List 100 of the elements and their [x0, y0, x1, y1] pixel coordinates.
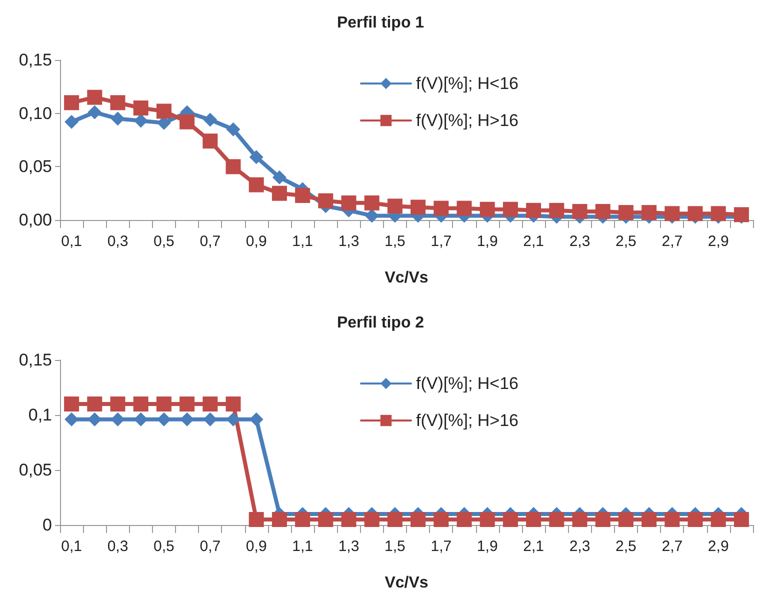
- point: [88, 105, 102, 120]
- point: [272, 512, 287, 527]
- point: [318, 512, 334, 527]
- point: [642, 512, 657, 527]
- x-tick-label: 2,3: [569, 538, 590, 555]
- x-axis-title: Vc/Vs: [384, 270, 428, 286]
- point: [180, 412, 194, 426]
- point: [134, 114, 148, 128]
- point: [688, 512, 703, 527]
- point: [295, 188, 310, 203]
- point: [341, 512, 356, 527]
- point: [88, 412, 102, 426]
- point: [133, 396, 148, 412]
- point: [434, 512, 449, 527]
- x-tick-label: 2,1: [523, 538, 544, 555]
- legend-label: f(V)[%]; H<16: [416, 74, 519, 93]
- x-tick-label: 2,7: [662, 233, 683, 250]
- point: [64, 412, 79, 426]
- chart-title: Perfil tipo 1: [336, 14, 424, 32]
- x-tick-label: 1,1: [292, 233, 313, 250]
- point: [434, 200, 449, 216]
- point: [341, 195, 356, 210]
- point: [526, 512, 542, 527]
- legend-label: f(V)[%]; H>16: [416, 411, 519, 430]
- point: [134, 412, 148, 426]
- point: [156, 412, 171, 426]
- x-tick-label: 2,7: [662, 538, 683, 555]
- y-tick-label: 0,15: [18, 50, 52, 70]
- point: [410, 512, 426, 527]
- point: [456, 512, 472, 527]
- point: [618, 512, 634, 527]
- point: [87, 90, 102, 105]
- point: [618, 205, 634, 220]
- x-tick-label: 0,9: [246, 538, 267, 555]
- x-tick-label: 0,7: [200, 233, 221, 250]
- point: [156, 396, 172, 412]
- x-tick-label: 0,3: [107, 233, 128, 250]
- point: [110, 95, 126, 110]
- point: [226, 396, 241, 412]
- point: [664, 512, 680, 527]
- point: [156, 104, 172, 119]
- x-tick-label: 1,1: [292, 538, 313, 555]
- point: [734, 512, 749, 527]
- point: [203, 412, 218, 426]
- x-axis-title: Vc/Vs: [384, 574, 428, 592]
- point: [272, 186, 287, 201]
- point: [180, 396, 195, 412]
- point: [502, 512, 518, 527]
- x-tick-label: 1,5: [384, 538, 406, 555]
- x-tick-label: 2,1: [523, 233, 544, 250]
- point: [226, 412, 240, 426]
- point: [734, 207, 749, 222]
- point: [202, 396, 218, 412]
- x-tick-label: 1,3: [338, 538, 360, 555]
- point: [202, 134, 218, 149]
- point: [364, 195, 380, 210]
- x-tick-label: 2,5: [616, 538, 636, 555]
- point: [318, 193, 334, 208]
- x-tick-label: 1,5: [384, 233, 406, 250]
- y-tick-label: 0,05: [18, 460, 52, 480]
- y-tick-label: 0,00: [18, 210, 52, 230]
- point: [549, 202, 564, 218]
- point: [480, 512, 495, 527]
- x-tick-label: 2,3: [569, 233, 590, 250]
- point: [688, 206, 703, 222]
- point: [110, 112, 125, 126]
- y-tick-label: 0,05: [18, 157, 52, 176]
- point: [456, 200, 472, 216]
- point: [387, 512, 402, 527]
- x-tick-label: 2,9: [708, 538, 729, 555]
- chart-title: Perfil tipo 2: [336, 314, 424, 332]
- point: [64, 114, 79, 129]
- point: [180, 114, 195, 130]
- legend-label: f(V)[%]; H<16: [416, 374, 519, 393]
- point: [203, 112, 218, 127]
- point: [226, 159, 241, 174]
- point: [710, 206, 726, 222]
- point: [248, 177, 264, 192]
- point: [549, 512, 564, 527]
- x-tick-label: 0,1: [61, 233, 82, 250]
- point: [410, 200, 426, 215]
- x-tick-label: 1,7: [430, 538, 452, 555]
- point: [110, 396, 126, 412]
- x-tick-label: 0,5: [154, 538, 174, 555]
- x-tick-label: 2,5: [616, 233, 636, 250]
- point: [502, 202, 518, 217]
- point: [226, 122, 240, 136]
- x-tick-label: 0,9: [246, 233, 267, 250]
- point: [595, 512, 610, 527]
- point: [249, 150, 264, 164]
- point: [110, 412, 125, 426]
- point: [133, 100, 148, 116]
- point: [572, 204, 588, 219]
- point: [387, 198, 402, 214]
- point: [272, 170, 286, 184]
- y-tick-label: 0,10: [18, 104, 52, 123]
- x-tick-label: 0,1: [61, 538, 82, 555]
- legend-label: f(V)[%]; H>16: [416, 111, 519, 130]
- point: [87, 396, 102, 412]
- point: [595, 204, 610, 219]
